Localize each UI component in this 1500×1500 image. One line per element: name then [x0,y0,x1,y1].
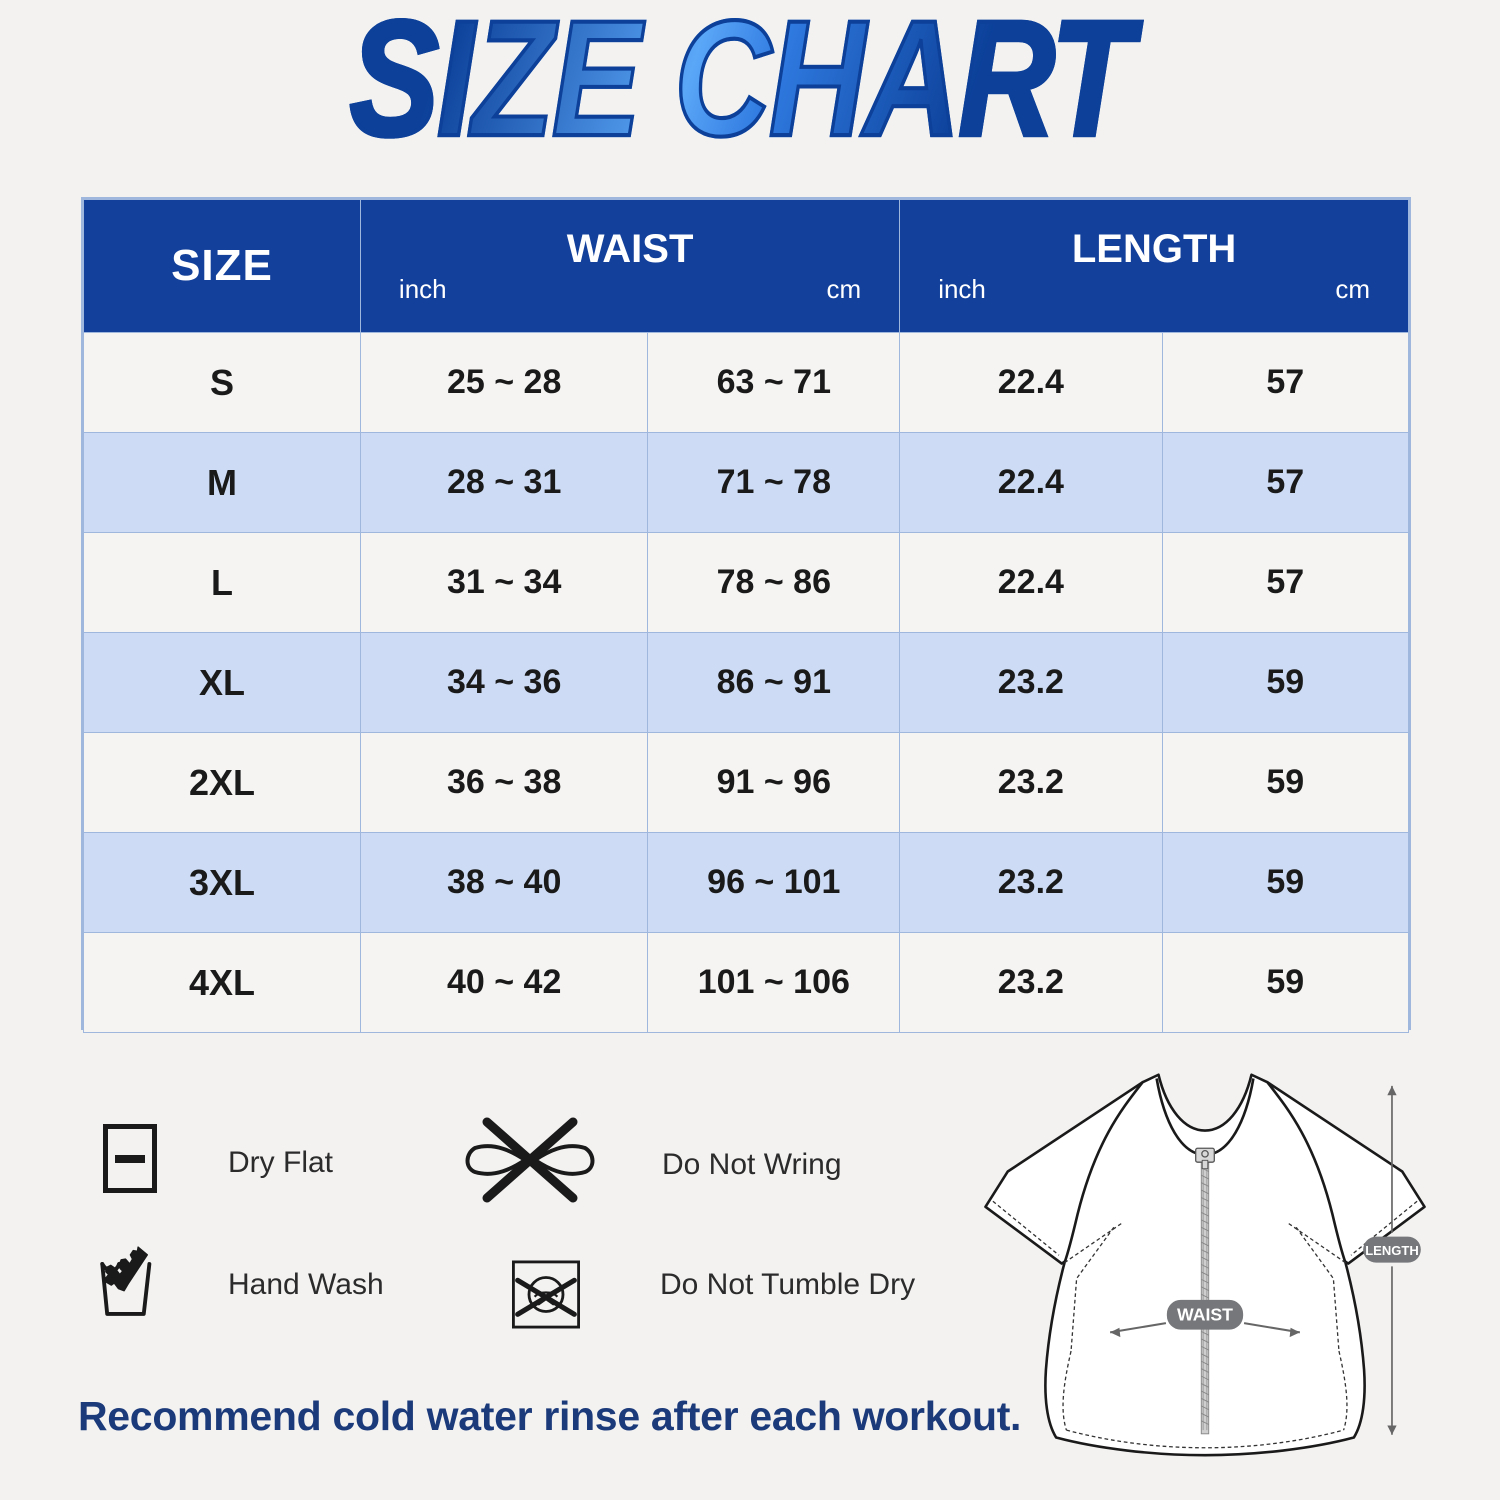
svg-text:WAIST: WAIST [1177,1304,1233,1324]
svg-text:LENGTH: LENGTH [1365,1243,1419,1258]
